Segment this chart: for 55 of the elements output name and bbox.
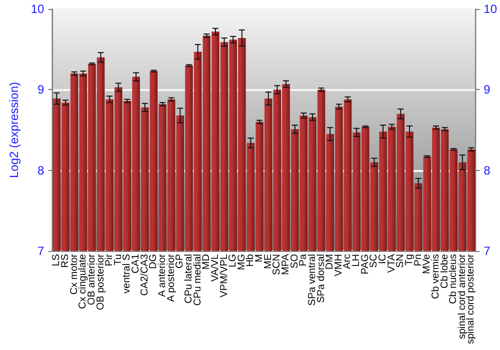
- y-tick-label: 8: [38, 163, 45, 178]
- x-tick-label: GP: [174, 254, 186, 268]
- x-tick-label: spinal cord posterior: [466, 253, 477, 344]
- x-tick-label: Pir: [104, 253, 116, 266]
- x-tick-label: spinal cord anterior: [456, 253, 468, 340]
- x-tick-label: SC: [368, 254, 380, 268]
- x-tick-label: RS: [60, 254, 71, 268]
- y2-tick-label: 7: [484, 244, 491, 258]
- x-tick-label: SN: [395, 254, 406, 268]
- y2-tick-label: 10: [484, 2, 498, 16]
- x-tick-label: A anterior: [157, 253, 168, 297]
- y-tick-label: 7: [38, 244, 45, 258]
- x-tick-label: Hb: [245, 254, 256, 267]
- x-tick-label: PAG: [360, 254, 371, 274]
- x-tick-label: IC: [378, 254, 389, 264]
- x-tick-label: Tu: [112, 254, 124, 266]
- x-tick-label: M: [254, 254, 266, 262]
- x-tick-label: DM: [324, 254, 336, 270]
- x-tick-label: Pa: [298, 254, 310, 266]
- y-tick-label: 9: [38, 82, 45, 97]
- x-tick-label: CPu medial: [192, 254, 204, 306]
- x-tick-label: VPM/VPL: [218, 254, 230, 298]
- x-tick-label: DG: [148, 254, 160, 269]
- y2-tick-label: 8: [484, 163, 491, 178]
- x-tick-label: MVe: [422, 254, 433, 274]
- x-tick-label: SCN: [272, 254, 283, 276]
- y-axis-title: Log2 (expression): [7, 82, 21, 178]
- x-tick-label: SPa ventral: [306, 254, 318, 306]
- x-tick-label: CA2/CA3: [139, 254, 150, 296]
- x-tick-label: ME: [262, 254, 274, 269]
- x-tick-label: Cb lobe: [439, 254, 450, 288]
- x-tick-label: Pn: [412, 254, 424, 266]
- x-tick-label: MPA: [280, 254, 292, 275]
- x-tick-label: LS: [51, 254, 62, 266]
- x-tick-label: LH: [351, 254, 362, 267]
- x-tick-label: SO: [289, 254, 300, 268]
- x-tick-label: OB posterior: [95, 253, 106, 310]
- y-tick-label: 10: [30, 2, 45, 16]
- x-tick-label: MG: [236, 254, 248, 270]
- x-tick-label: Cb vermis: [430, 254, 442, 300]
- x-tick-label: SPa dorsal: [316, 254, 327, 303]
- x-tick-label: Cb nucleus: [448, 254, 460, 304]
- x-tick-label: A posterior: [166, 253, 177, 302]
- x-tick-label: LG: [228, 254, 239, 268]
- x-tick-label: Tg: [404, 254, 415, 266]
- x-tick-label: OB anterior: [86, 253, 98, 306]
- x-tick-label: Arc: [342, 254, 354, 269]
- x-tick-label: VMH: [333, 254, 344, 276]
- x-tick-label: VA/VL: [210, 254, 221, 282]
- x-tick-label: CA1: [130, 254, 142, 274]
- y2-tick-label: 9: [484, 82, 491, 97]
- x-tick-label: CPu lateral: [183, 254, 194, 304]
- x-tick-label: VTA: [386, 254, 398, 273]
- x-tick-label: ventral S: [122, 254, 133, 294]
- x-tick-label: Cx cingulate: [78, 254, 89, 310]
